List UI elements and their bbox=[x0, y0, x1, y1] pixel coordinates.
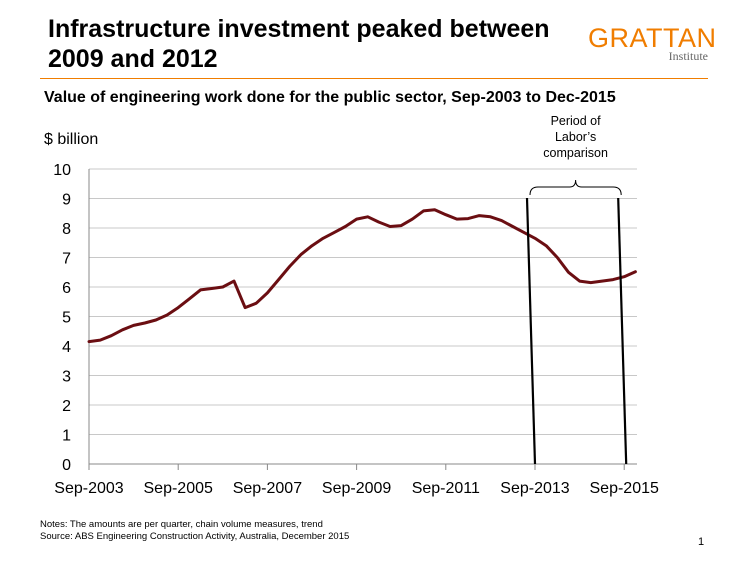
x-tick-label: Sep-2005 bbox=[144, 480, 213, 497]
x-tick-label: Sep-2009 bbox=[322, 480, 391, 497]
page-number: 1 bbox=[698, 536, 705, 548]
y-axis-unit-label: $ billion bbox=[44, 131, 99, 148]
annotation-start-marker bbox=[525, 197, 537, 465]
axes bbox=[88, 169, 637, 470]
x-tick-label: Sep-2011 bbox=[412, 480, 480, 497]
x-tick-label: Sep-2007 bbox=[233, 480, 302, 497]
y-tick-label: 2 bbox=[62, 398, 71, 415]
y-tick-label: 1 bbox=[62, 428, 71, 445]
logo-wordmark: GRATTAN bbox=[588, 23, 717, 53]
y-tick-label: 7 bbox=[62, 251, 71, 268]
annotation-label-line: Period of bbox=[551, 114, 602, 128]
y-tick-label: 6 bbox=[62, 280, 71, 297]
y-tick-labels: 0 1 2 3 4 5 6 7 8 9 10 bbox=[53, 162, 71, 474]
annotation-label-line: Labor’s bbox=[555, 130, 596, 144]
series-layer bbox=[87, 208, 637, 344]
gridlines bbox=[89, 168, 637, 435]
annotation-layer: Period of Labor’s comparison bbox=[525, 114, 628, 465]
header-divider bbox=[40, 78, 708, 79]
annotation-end-marker bbox=[617, 197, 628, 465]
grattan-logo: GRATTAN Institute bbox=[588, 23, 717, 63]
series-line-0 bbox=[87, 208, 637, 344]
x-tick-label: Sep-2013 bbox=[500, 480, 569, 497]
annotation-label: Period of Labor’s comparison bbox=[543, 114, 608, 160]
page-title: Infrastructure investment peaked between… bbox=[48, 15, 550, 73]
source-text: Source: ABS Engineering Construction Act… bbox=[40, 531, 350, 542]
y-tick-label: 3 bbox=[62, 369, 71, 386]
annotation-label-line: comparison bbox=[543, 146, 608, 160]
chart-title: Value of engineering work done for the p… bbox=[44, 89, 616, 106]
x-tick-label: Sep-2015 bbox=[590, 480, 659, 497]
y-tick-label: 5 bbox=[62, 310, 71, 327]
y-tick-label: 4 bbox=[62, 339, 71, 356]
chart-notes: Notes: The amounts are per quarter, chai… bbox=[40, 519, 349, 543]
logo-subtitle: Institute bbox=[668, 49, 708, 63]
y-tick-label: 9 bbox=[62, 192, 71, 209]
y-tick-label: 8 bbox=[62, 221, 71, 238]
x-tick-label: Sep-2003 bbox=[54, 480, 123, 497]
annotation-brace bbox=[529, 179, 622, 196]
x-tick-labels: Sep-2003 Sep-2005 Sep-2007 Sep-2009 Sep-2011… bbox=[54, 480, 659, 497]
notes-text: Notes: The amounts are per quarter, chai… bbox=[40, 519, 323, 530]
y-tick-label: 0 bbox=[62, 457, 71, 474]
y-tick-label: 10 bbox=[53, 162, 71, 179]
